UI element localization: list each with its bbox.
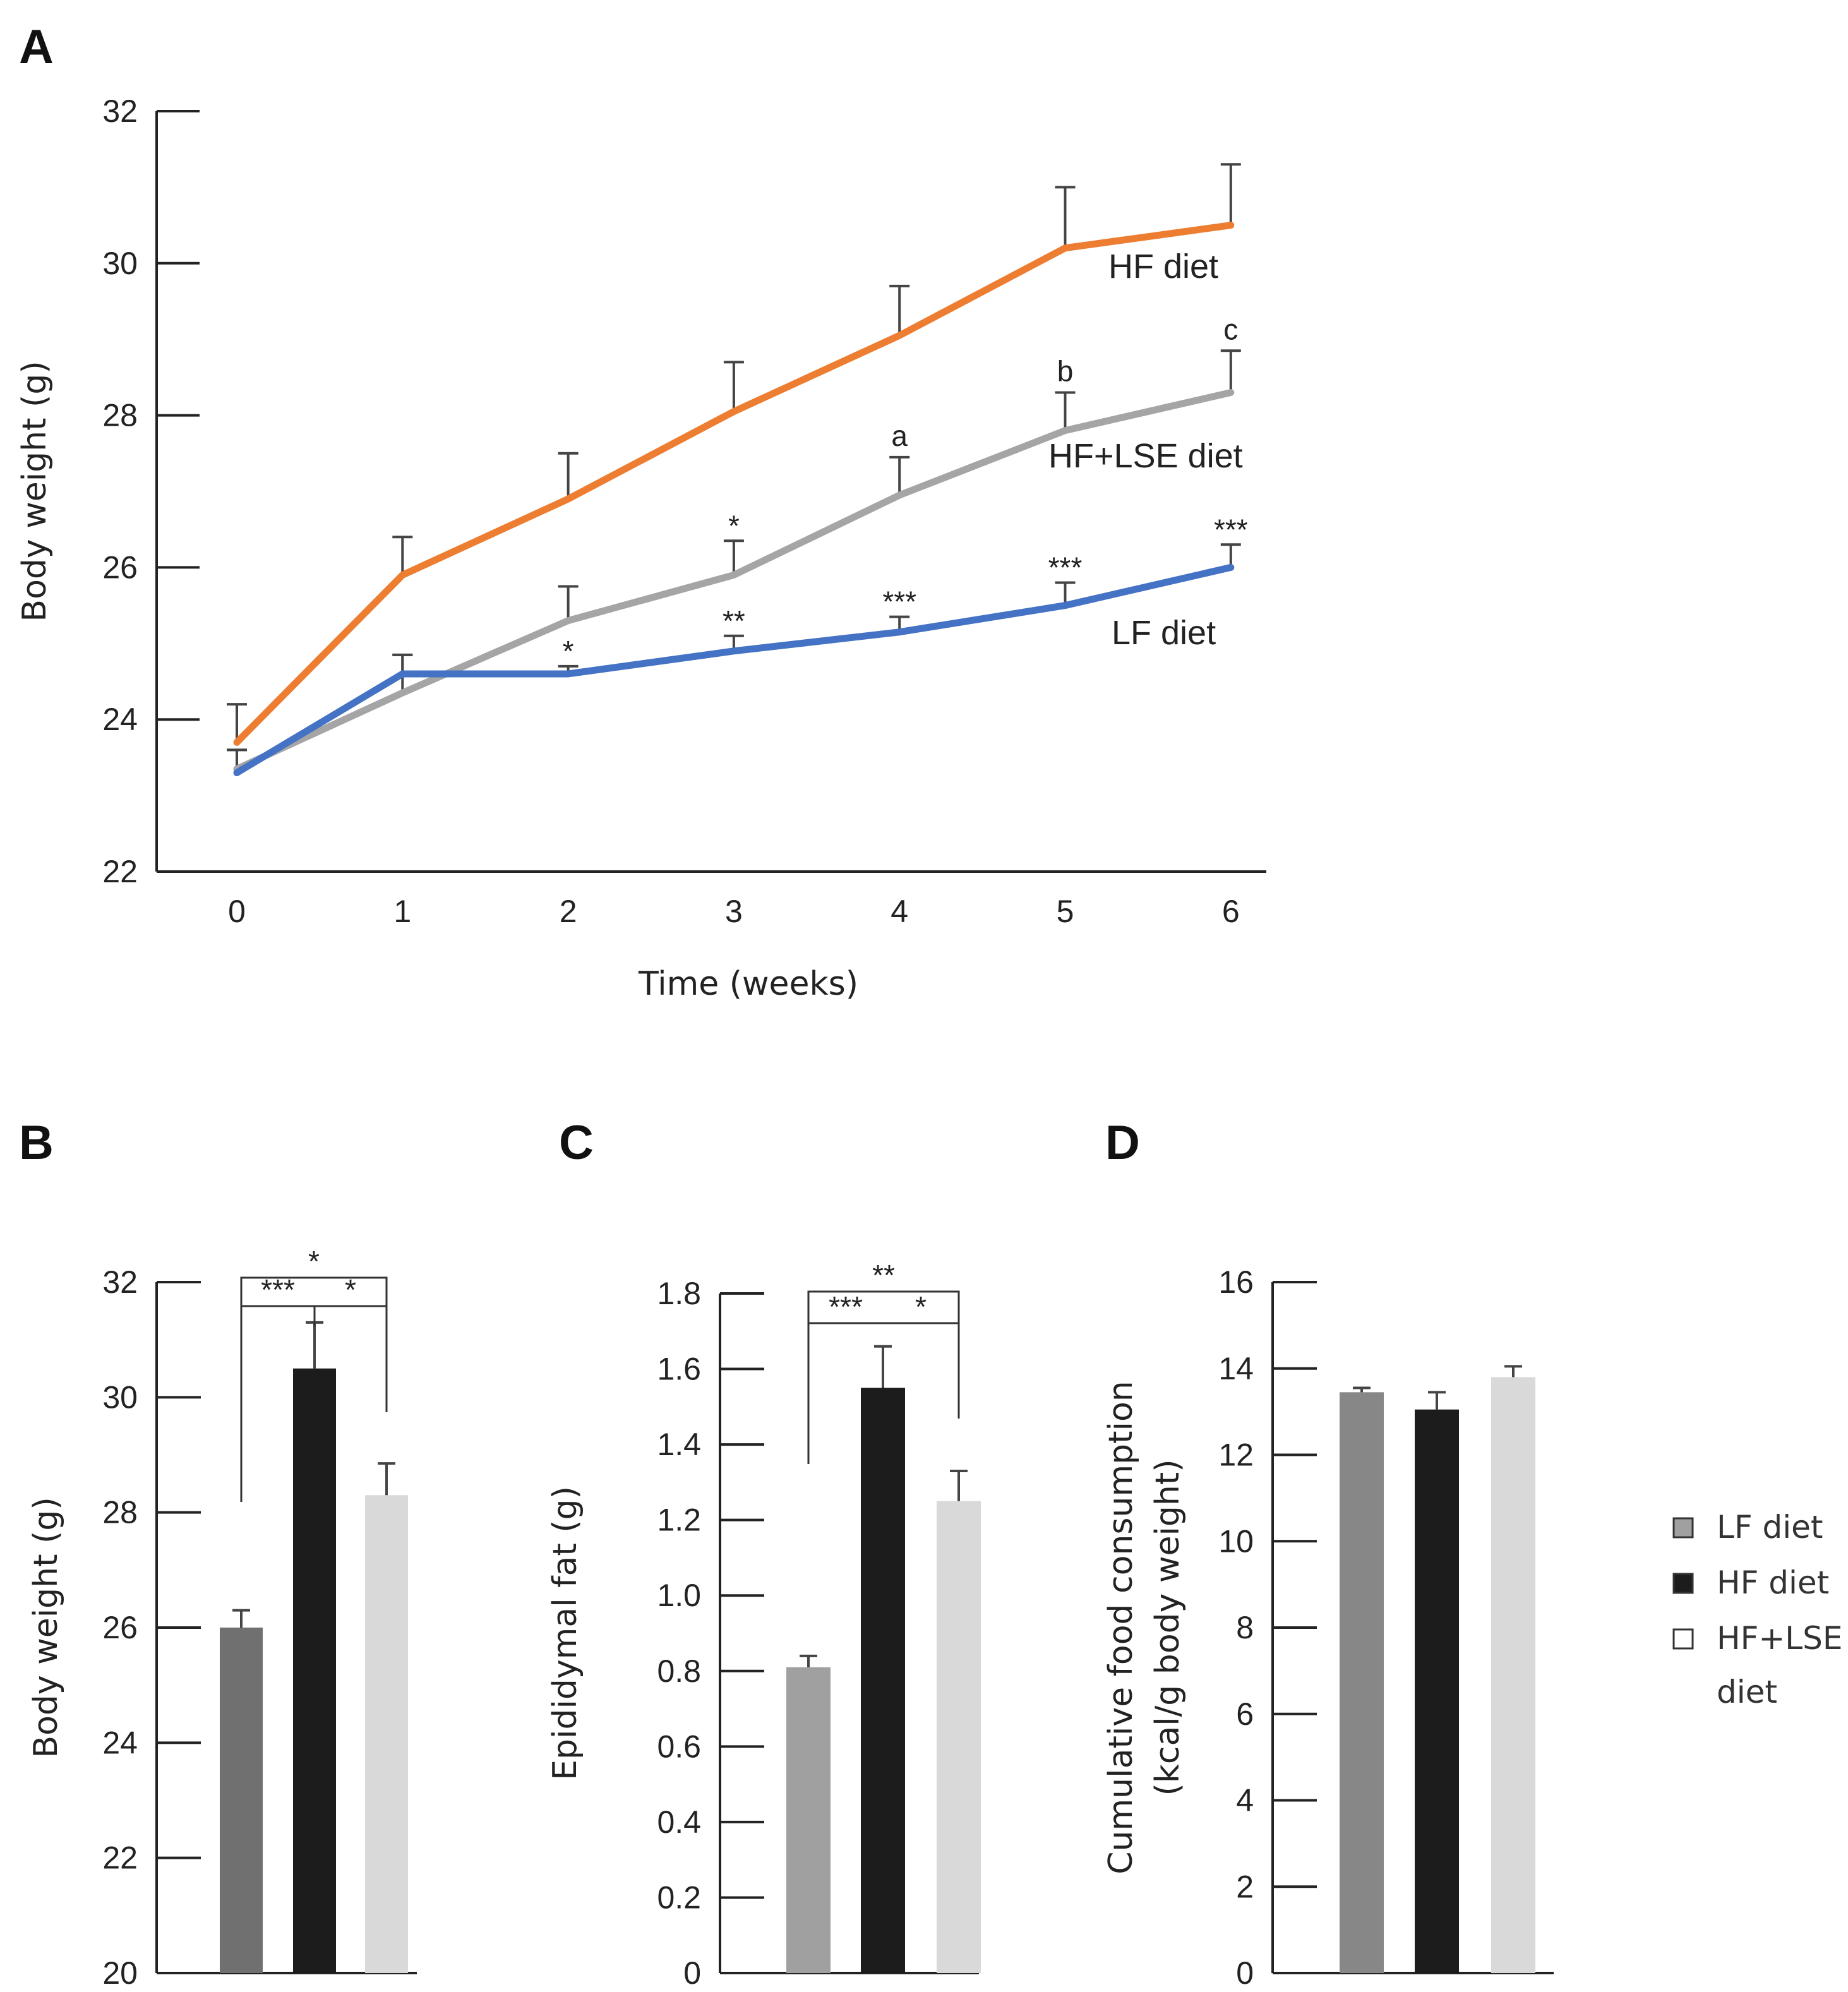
y-axis-title: Body weight (g) bbox=[27, 1497, 65, 1758]
significance-label-lf: ** bbox=[723, 604, 745, 637]
significance-label-hflse: * bbox=[728, 509, 740, 542]
panel-label-c: C bbox=[559, 1116, 594, 1170]
panel-label-d: D bbox=[1105, 1116, 1140, 1170]
significance-label: * bbox=[308, 1245, 320, 1278]
y-tick-label: 28 bbox=[102, 398, 138, 433]
y-tick-label: 24 bbox=[102, 1725, 138, 1760]
y-tick-label: 32 bbox=[102, 93, 138, 129]
significance-bracket bbox=[240, 1276, 388, 1502]
y-axis-title: Cumulative food consumption bbox=[1102, 1381, 1140, 1874]
legend-swatch-hflse bbox=[1672, 1628, 1694, 1650]
x-tick-label: 3 bbox=[725, 894, 743, 929]
y-tick-label: 0.4 bbox=[657, 1804, 701, 1840]
y-tick-label: 28 bbox=[102, 1495, 138, 1530]
bar bbox=[1415, 1409, 1459, 1973]
x-tick-label: 5 bbox=[1057, 894, 1074, 929]
significance-label: ** bbox=[872, 1259, 895, 1292]
y-axis-title: Epididymal fat (g) bbox=[546, 1486, 584, 1780]
y-tick-label: 0.2 bbox=[657, 1880, 701, 1915]
legend: LF diet HF diet HF+LSE diet bbox=[1672, 1509, 1842, 1710]
panel-c-bar-chart: 0 0.2 0.4 0.6 0.8 1.0 1.2 1.4 1.6 1.8 Epididymal f… bbox=[546, 1259, 981, 1991]
y-tick-label: 20 bbox=[102, 1955, 138, 1991]
legend-label-hf: HF diet bbox=[1717, 1564, 1829, 1601]
x-tick-label: 2 bbox=[560, 894, 577, 929]
bar bbox=[1491, 1377, 1535, 1973]
series-line-lf bbox=[233, 563, 1235, 776]
y-tick-label: 22 bbox=[102, 1840, 138, 1876]
series-label-hflse: HF+LSE diet bbox=[1048, 437, 1243, 475]
x-tick-label: 4 bbox=[891, 894, 908, 929]
y-tick-label: 24 bbox=[102, 702, 138, 737]
y-axis-title: Body weight (g) bbox=[16, 361, 54, 621]
bar bbox=[937, 1501, 981, 1973]
significance-label-hflse: c bbox=[1223, 313, 1238, 345]
y-tick-label: 1.8 bbox=[657, 1276, 701, 1311]
y-tick-label: 4 bbox=[1236, 1783, 1254, 1818]
bar bbox=[786, 1667, 831, 1973]
significance-label-hflse: b bbox=[1057, 354, 1074, 387]
bar bbox=[293, 1368, 336, 1973]
y-tick-label: 30 bbox=[102, 246, 138, 281]
series-label-hf: HF diet bbox=[1108, 248, 1218, 285]
y-tick-label: 12 bbox=[1218, 1437, 1254, 1473]
legend-swatch-lf bbox=[1672, 1517, 1694, 1539]
bar bbox=[861, 1388, 905, 1973]
bar bbox=[365, 1495, 408, 1973]
y-tick-label: 0 bbox=[683, 1955, 701, 1991]
y-tick-label: 1.2 bbox=[657, 1503, 701, 1538]
y-tick-label: 26 bbox=[102, 1610, 138, 1645]
panel-label-a: A bbox=[19, 20, 54, 74]
y-tick-label: 2 bbox=[1236, 1869, 1254, 1904]
y-tick-label: 30 bbox=[102, 1379, 138, 1415]
y-tick-label: 10 bbox=[1218, 1523, 1254, 1559]
significance-label-lf: * bbox=[563, 635, 574, 668]
y-tick-label: 14 bbox=[1218, 1351, 1254, 1386]
x-tick-label: 0 bbox=[228, 894, 246, 929]
y-tick-label: 8 bbox=[1236, 1610, 1254, 1645]
x-tick-label: 6 bbox=[1222, 894, 1240, 929]
legend-label-lf: LF diet bbox=[1717, 1509, 1823, 1545]
x-axis-title: Time (weeks) bbox=[638, 965, 858, 1003]
legend-label-hflse: HF+LSE bbox=[1717, 1620, 1842, 1657]
significance-label: * bbox=[345, 1273, 356, 1306]
legend-swatch-hf bbox=[1672, 1573, 1694, 1594]
y-tick-label: 0.8 bbox=[657, 1653, 701, 1689]
y-tick-label: 16 bbox=[1218, 1264, 1254, 1300]
significance-label-lf: *** bbox=[1048, 551, 1083, 584]
y-tick-label: 1.0 bbox=[657, 1578, 701, 1613]
significance-label: * bbox=[915, 1290, 927, 1323]
bar bbox=[220, 1628, 263, 1973]
y-tick-label: 26 bbox=[102, 549, 138, 585]
y-axis-title: (kcal/g body weight) bbox=[1149, 1459, 1187, 1796]
y-tick-label: 0.6 bbox=[657, 1729, 701, 1764]
y-tick-label: 22 bbox=[102, 854, 138, 889]
series-line-hflse bbox=[233, 388, 1235, 772]
bar bbox=[1340, 1392, 1384, 1973]
significance-label: *** bbox=[261, 1273, 295, 1306]
panel-label-b: B bbox=[19, 1116, 54, 1170]
significance-label-lf: *** bbox=[1214, 513, 1248, 546]
significance-label-lf: *** bbox=[882, 585, 916, 618]
y-tick-label: 32 bbox=[102, 1264, 138, 1300]
y-tick-label: 1.6 bbox=[657, 1352, 701, 1387]
significance-label: *** bbox=[829, 1290, 863, 1323]
series-label-lf: LF diet bbox=[1112, 614, 1216, 652]
significance-label-hflse: a bbox=[891, 419, 908, 452]
x-tick-label: 1 bbox=[393, 894, 411, 929]
significance-bracket bbox=[807, 1290, 960, 1464]
y-tick-label: 6 bbox=[1236, 1696, 1254, 1732]
y-tick-label: 1.4 bbox=[657, 1427, 701, 1462]
y-tick-label: 0 bbox=[1236, 1955, 1254, 1991]
legend-label-hflse-line2: diet bbox=[1717, 1674, 1777, 1710]
panel-a-line-chart: 22 24 26 28 30 32 0 1 2 3 4 5 6 Time (weeks) Body weig… bbox=[16, 93, 1266, 1003]
panel-d-bar-chart: 0 2 4 6 8 10 12 14 16 Cumulative food consumption… bbox=[1102, 1264, 1554, 1991]
series-line-hf bbox=[233, 222, 1235, 746]
